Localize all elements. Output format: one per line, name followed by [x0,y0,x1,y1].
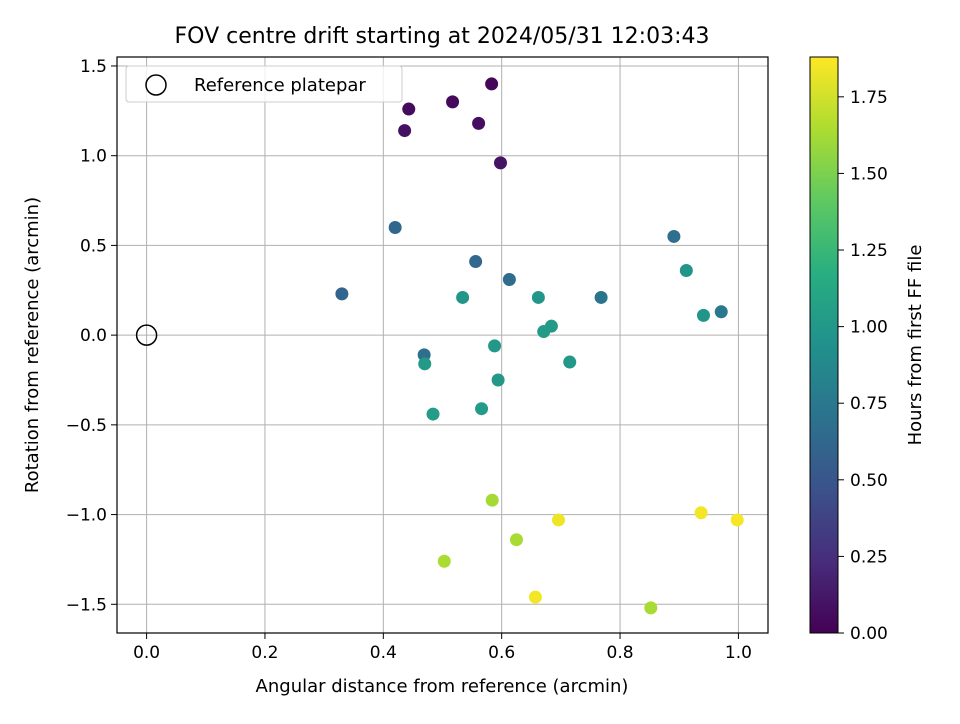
x-tick-label: 0.2 [251,643,278,663]
x-tick-label: 0.0 [133,643,160,663]
colorbar-gradient [809,56,839,634]
data-point [502,273,516,287]
data-point [437,554,451,568]
reference-marker [135,324,158,346]
legend-reference-marker [145,74,167,96]
y-tick-label: −1.5 [66,595,107,615]
x-axis-ticks: 0.0 0.2 0.4 0.6 0.8 1.0 [133,633,752,663]
data-point [679,264,693,278]
data-point [730,513,744,527]
data-point [696,308,710,322]
y-tick-label: 0.5 [80,236,107,256]
data-point [537,325,551,339]
y-tick-label: 0.0 [80,326,107,346]
x-tick-label: 0.4 [370,643,397,663]
data-point [694,506,708,520]
colorbar-tick-label: 1.00 [850,318,888,338]
data-point [491,373,505,387]
data-point [418,357,432,371]
colorbar-ticks: 0.00 0.25 0.50 0.75 1.00 1.25 1.50 1.75 [838,88,888,644]
data-point [426,407,440,421]
colorbar-tick-label: 1.25 [850,241,888,261]
data-point [485,77,499,91]
data-point [551,513,565,527]
y-tick-label: −0.5 [66,416,107,436]
data-point [398,124,412,138]
y-tick-label: 1.5 [80,57,107,77]
legend-entry-label: Reference platepar [194,75,366,96]
chart-title: FOV centre drift starting at 2024/05/31 … [175,24,710,49]
data-point [485,493,499,507]
y-tick-label: 1.0 [80,147,107,167]
data-point [469,255,483,269]
data-point [509,533,523,547]
data-point [667,229,681,243]
data-point [446,95,460,109]
x-tick-label: 0.6 [488,643,515,663]
scatter-points [335,77,744,615]
data-point [388,220,402,234]
data-point [335,287,349,301]
plot-frame [116,56,769,634]
data-point [456,290,470,304]
data-point [531,290,545,304]
data-point [488,339,502,353]
data-point [528,590,542,604]
grid [117,57,768,633]
data-point [493,156,507,170]
x-axis-label: Angular distance from reference (arcmin) [256,676,629,697]
legend-box [125,65,403,103]
x-tick-label: 1.0 [725,643,752,663]
data-point [472,116,486,130]
data-point [402,102,416,116]
colorbar-tick-label: 0.75 [850,394,888,414]
y-axis-label: Rotation from reference (arcmin) [22,197,43,493]
colorbar-tick-label: 0.00 [850,624,888,644]
colorbar-tick-label: 0.25 [850,547,888,567]
colorbar-tick-label: 1.50 [850,164,888,184]
data-point [594,290,608,304]
data-point [714,305,728,319]
legend: Reference platepar [125,65,403,103]
y-tick-label: −1.0 [66,506,107,526]
colorbar: 0.00 0.25 0.50 0.75 1.00 1.25 1.50 1.75 Hours f… [809,56,926,644]
colorbar-tick-label: 0.50 [850,471,888,491]
y-axis-ticks: 1.5 1.0 0.5 0.0 −0.5 −1.0 −1.5 [66,57,117,615]
data-point [475,402,489,416]
x-tick-label: 0.8 [607,643,634,663]
colorbar-label: Hours from first FF file [905,245,926,446]
data-point [563,355,577,369]
colorbar-tick-label: 1.75 [850,88,888,108]
data-point [644,601,658,615]
